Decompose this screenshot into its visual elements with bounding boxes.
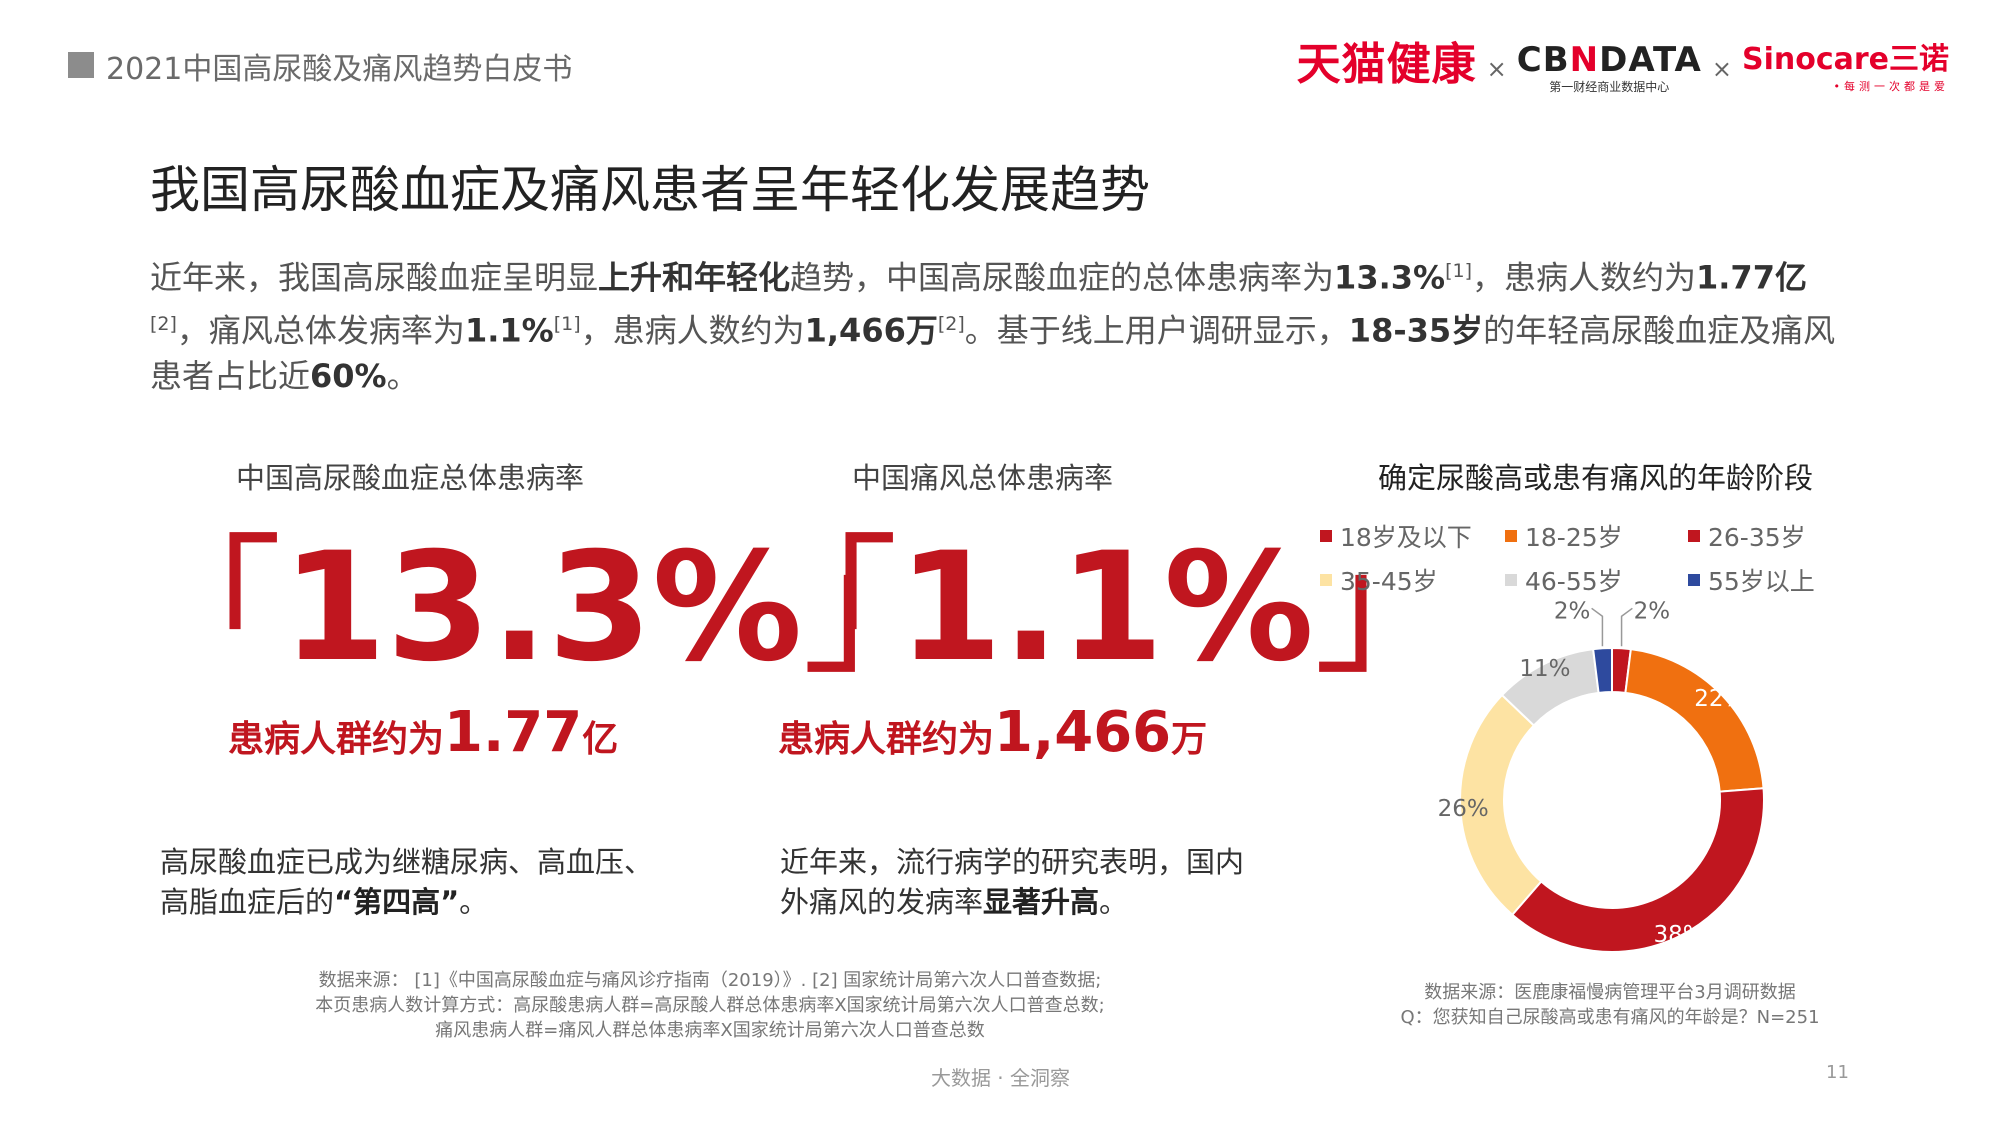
report-title: 2021中国高尿酸及痛风趋势白皮书: [106, 52, 573, 87]
donut-slice: [1624, 648, 1765, 793]
page-number: 11: [1826, 1062, 1849, 1083]
header-square-icon: [68, 52, 94, 78]
cross-symbol: ×: [1711, 55, 1732, 83]
partner-logos: 天猫健康 × CBNDATA 第一财经商业数据中心 × Sinocare三诺 •…: [1297, 40, 1949, 98]
legend-item: 35-45岁: [1320, 562, 1438, 598]
cbn-right-text: DATA: [1599, 40, 1702, 80]
cbndata-logo: CBNDATA 第一财经商业数据中心: [1517, 40, 1702, 94]
legend-label: 55岁以上: [1708, 567, 1815, 596]
legend-swatch: [1688, 574, 1700, 586]
donut-value-label: 2%: [1554, 598, 1591, 624]
gout-rate: 「1.1%」: [748, 521, 1465, 695]
legend-item: 55岁以上: [1688, 562, 1815, 598]
hyperuricemia-population: 患病人群约为1.77亿: [228, 700, 619, 765]
legend-item: 26-35岁: [1688, 518, 1806, 554]
legend-item: 18-25岁: [1505, 518, 1623, 554]
gout-stat-label: 中国痛风总体患病率: [852, 461, 1114, 495]
legend-label: 18-25岁: [1525, 523, 1623, 552]
donut-value-label: 11%: [1519, 656, 1570, 682]
label-leader-line: [1591, 607, 1604, 647]
donut-slice: [1510, 787, 1765, 953]
cbn-left-text: CB: [1516, 40, 1570, 80]
cross-symbol: ×: [1486, 55, 1507, 83]
gout-population: 患病人群约为1,466万: [778, 700, 1208, 765]
hyperuricemia-description: 高尿酸血症已成为继糖尿病、高血压、 高脂血症后的“第四高”。: [160, 845, 654, 919]
cbndata-subtitle: 第一财经商业数据中心: [1549, 80, 1670, 94]
hyperuricemia-rate: 「13.3%」: [132, 521, 953, 695]
footer-slogan: 大数据 · 全洞察: [930, 1066, 1071, 1090]
donut-slice: [1592, 646, 1613, 694]
legend-label: 18岁及以下: [1340, 523, 1472, 552]
donut-value-label: 22%: [1694, 686, 1745, 712]
cbn-n-text: N: [1569, 40, 1600, 80]
donut-value-label: 38%: [1653, 922, 1704, 948]
intro-paragraph: 近年来，我国高尿酸血症呈明显上升和年轻化趋势，中国高尿酸血症的总体患病率为13.…: [150, 258, 1836, 396]
chart-title: 确定尿酸高或患有痛风的年龄阶段: [1378, 461, 1814, 495]
data-source-right: 数据来源：医鹿康福慢病管理平台3月调研数据 Q：您获知自己尿酸高或患有痛风的年龄…: [1400, 982, 1820, 1028]
legend-item: 46-55岁: [1505, 562, 1623, 598]
sinocare-logo: Sinocare三诺 •每测一次都是爱: [1742, 40, 1949, 94]
page-title: 我国高尿酸血症及痛风患者呈年轻化发展趋势: [150, 161, 1150, 219]
legend-swatch: [1688, 530, 1700, 542]
donut-value-label: 26%: [1438, 796, 1489, 822]
data-source-left: 数据来源： [1]《中国高尿酸血症与痛风诊疗指南（2019）》. [2] 国家统…: [315, 970, 1105, 1041]
age-donut-chart: 2% 22% 38% 26% 11% 2%: [1438, 598, 1765, 953]
legend-label: 26-35岁: [1708, 523, 1806, 552]
sinocare-name: Sinocare三诺: [1741, 42, 1949, 77]
hyperuricemia-stat-label: 中国高尿酸血症总体患病率: [236, 461, 585, 495]
tmall-health-logo: 天猫健康: [1296, 39, 1477, 90]
legend-label: 35-45岁: [1340, 567, 1438, 596]
gout-description: 近年来，流行病学的研究表明，国内 外痛风的发病率显著升高。: [780, 845, 1245, 919]
legend-swatch: [1320, 574, 1332, 586]
label-leader-line: [1620, 607, 1633, 647]
legend-swatch: [1505, 574, 1517, 586]
legend-swatch: [1320, 530, 1332, 542]
donut-value-label: 2%: [1634, 598, 1671, 624]
legend-item: 18岁及以下: [1320, 518, 1472, 554]
sinocare-slogan: •每测一次都是爱: [1833, 80, 1949, 93]
legend-swatch: [1505, 530, 1517, 542]
legend-label: 46-55岁: [1525, 567, 1623, 596]
